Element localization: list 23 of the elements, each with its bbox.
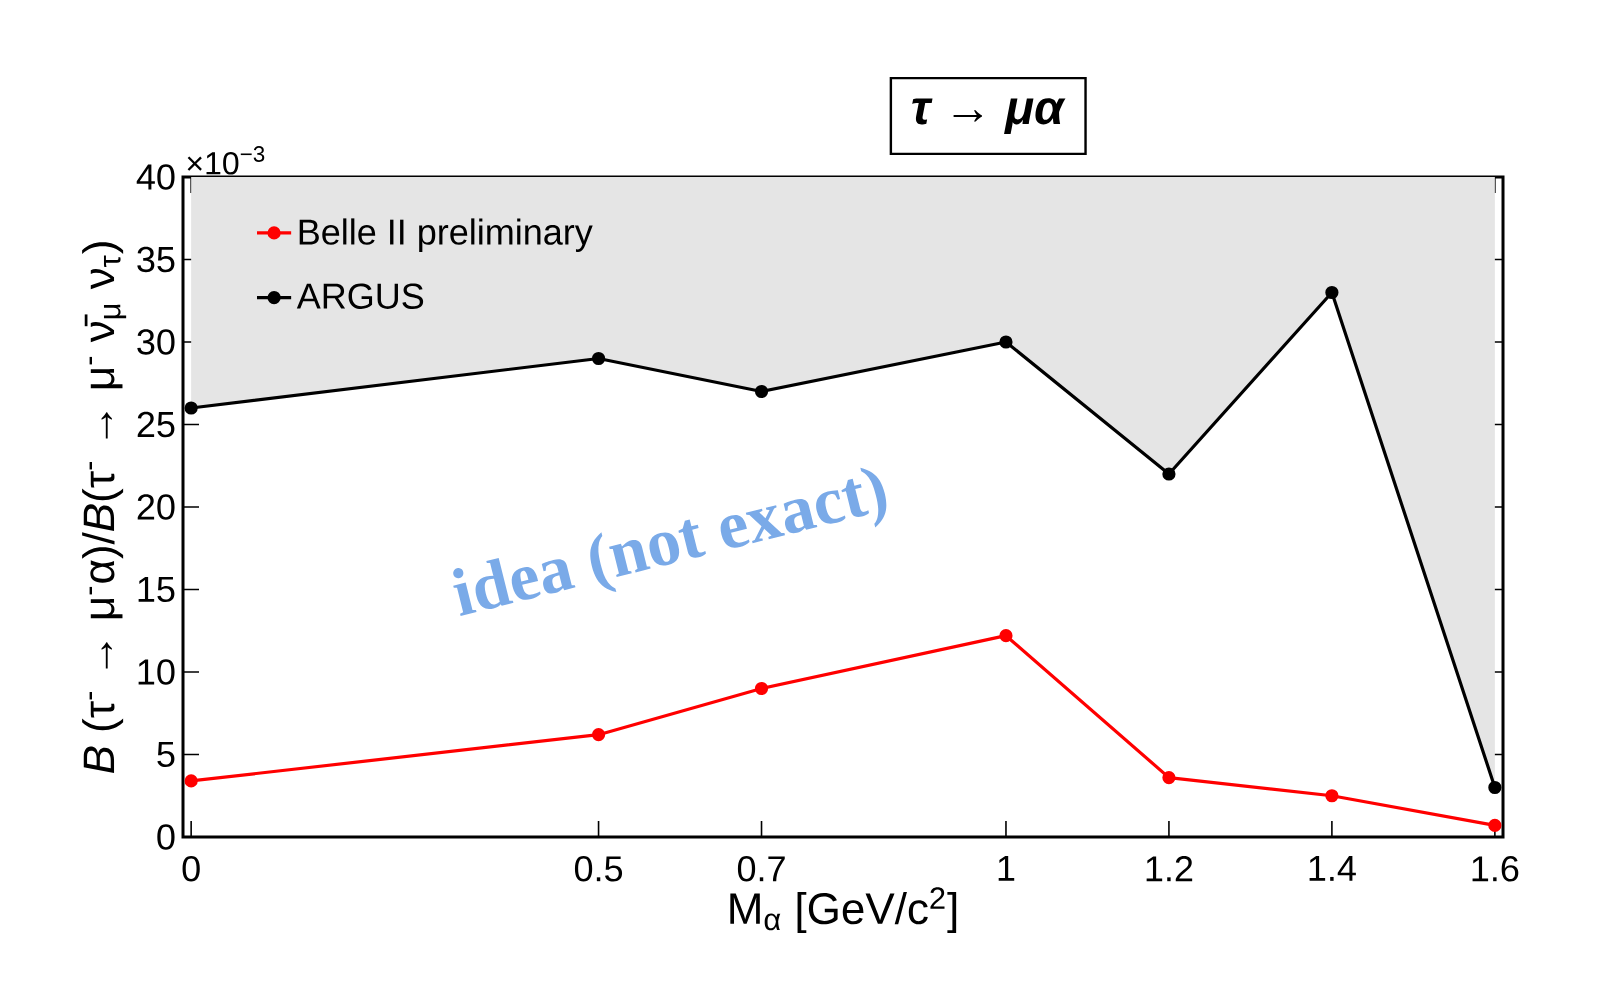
x-axis-title: M$_{α}$ [GeV/c$^{2}$] [730,887,957,933]
legend-label: Belle II preliminary [299,218,593,252]
x-tick-label: 0.5 [574,856,623,882]
y-tick-label: 15 [138,576,175,603]
y-tick-label: 35 [137,246,175,273]
y-tick-label: 5 [157,741,175,768]
x-tick-label: 1.4 [1309,856,1356,881]
y-tick-label: 30 [137,329,175,355]
x-tick-label: 0.7 [737,856,785,882]
y-tick-label: 20 [137,494,175,520]
text: B (τ$^{-}$ → μ$^{-}$α)/B(τ$^{-}$ → μ$^{-}$ ν̄$_{μ}$ ν$_{τ}$) [82,242,127,774]
x-tick-label: 1 [998,856,1015,881]
text: ×10$^{−3}$ [187,146,265,175]
y-tick-label: 40 [136,164,175,190]
x-tick-label: 0 [182,856,200,882]
legend-label: ARGUS [296,283,424,309]
x-tick-label: 1.2 [1146,856,1193,882]
annotation: idea (not exact) [453,467,887,616]
x-tick-label: 1.6 [1472,856,1519,882]
chart-title: τ → μα [912,98,1066,134]
y-tick-label: 0 [157,824,175,850]
y-tick-label: 25 [137,411,175,438]
y-tick-label: 10 [138,659,175,685]
